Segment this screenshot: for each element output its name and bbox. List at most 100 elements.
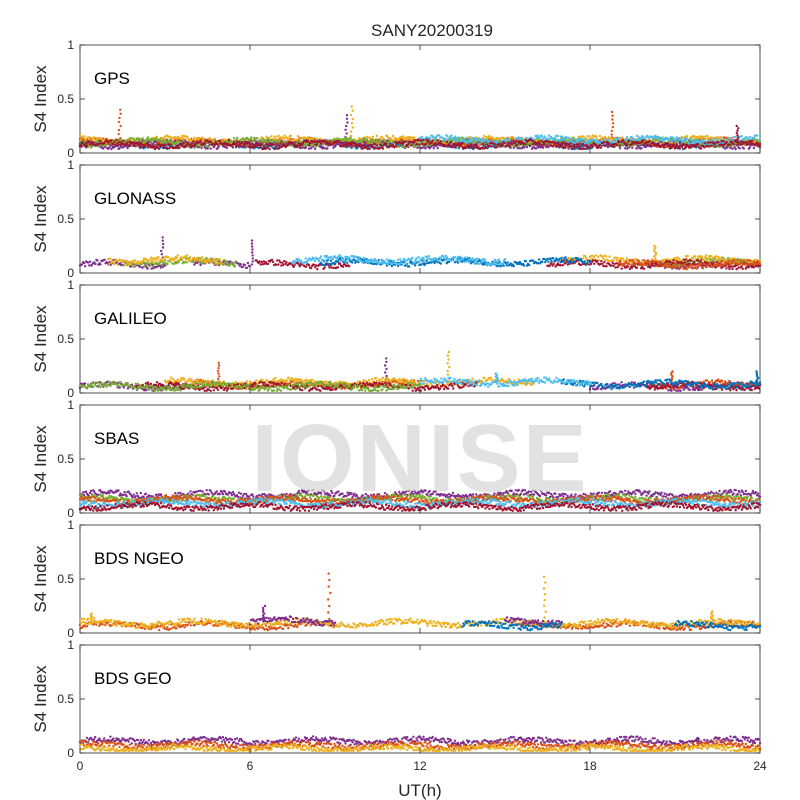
data-point bbox=[115, 138, 118, 142]
data-point bbox=[209, 147, 212, 150]
data-point bbox=[434, 139, 437, 142]
data-point bbox=[171, 262, 174, 265]
spike-point bbox=[735, 124, 738, 128]
spike-point bbox=[736, 134, 739, 137]
data-point bbox=[274, 145, 277, 148]
spike-point bbox=[736, 143, 739, 146]
data-point bbox=[431, 139, 434, 142]
data-point bbox=[748, 135, 752, 139]
spike-point bbox=[350, 122, 354, 125]
spike-point bbox=[344, 128, 347, 131]
data-point bbox=[388, 140, 392, 143]
data-point bbox=[631, 137, 635, 140]
data-point bbox=[260, 143, 263, 147]
data-point bbox=[538, 136, 541, 140]
data-point bbox=[757, 139, 761, 142]
data-point bbox=[273, 135, 276, 138]
data-point bbox=[222, 263, 225, 267]
data-point bbox=[98, 145, 101, 148]
data-point bbox=[622, 138, 625, 142]
spike-point bbox=[350, 105, 353, 108]
spike-point bbox=[160, 249, 163, 253]
data-point bbox=[233, 265, 236, 268]
data-point bbox=[554, 134, 558, 137]
data-point bbox=[661, 136, 664, 139]
data-point bbox=[591, 145, 594, 148]
data-point bbox=[314, 143, 318, 146]
data-point bbox=[755, 134, 759, 137]
data-point bbox=[141, 259, 145, 262]
data-point bbox=[299, 140, 303, 144]
data-point bbox=[185, 145, 188, 148]
data-point bbox=[714, 145, 717, 148]
data-point bbox=[315, 137, 319, 141]
data-point bbox=[79, 143, 83, 146]
data-point bbox=[208, 137, 211, 140]
data-point bbox=[218, 140, 222, 143]
data-point bbox=[93, 141, 96, 145]
data-point bbox=[752, 137, 756, 140]
data-point bbox=[533, 138, 536, 141]
data-point bbox=[511, 142, 514, 145]
data-point bbox=[681, 148, 685, 151]
data-point bbox=[187, 138, 190, 141]
data-point bbox=[341, 141, 344, 145]
spike-point bbox=[117, 132, 120, 136]
data-point bbox=[88, 136, 92, 139]
data-point bbox=[642, 136, 645, 139]
data-point bbox=[278, 146, 281, 150]
y-tick-label: 0.5 bbox=[57, 92, 74, 106]
data-point bbox=[232, 263, 235, 266]
data-point bbox=[631, 146, 634, 149]
data-point bbox=[446, 135, 449, 138]
data-point bbox=[727, 136, 730, 140]
data-point bbox=[84, 142, 88, 145]
data-point bbox=[266, 146, 269, 149]
spike-point bbox=[349, 130, 353, 133]
data-point bbox=[728, 143, 731, 147]
spike-point bbox=[610, 129, 613, 133]
data-point bbox=[672, 144, 676, 148]
data-point bbox=[307, 144, 311, 147]
data-point bbox=[636, 134, 639, 138]
data-point bbox=[734, 147, 737, 151]
data-point bbox=[508, 144, 511, 148]
data-point bbox=[579, 145, 582, 149]
data-point bbox=[523, 143, 527, 146]
data-point bbox=[146, 136, 150, 139]
data-point bbox=[371, 135, 375, 138]
data-point bbox=[558, 138, 562, 142]
spike-point bbox=[251, 251, 254, 254]
data-point bbox=[248, 265, 252, 268]
data-point bbox=[709, 141, 712, 144]
data-point bbox=[460, 141, 464, 145]
data-point bbox=[124, 263, 127, 266]
data-point bbox=[408, 138, 411, 141]
data-point bbox=[484, 139, 488, 142]
data-point bbox=[249, 143, 252, 146]
data-point bbox=[424, 147, 427, 150]
data-point bbox=[696, 139, 700, 142]
data-point bbox=[148, 261, 151, 264]
data-point bbox=[138, 145, 141, 148]
data-point bbox=[678, 147, 682, 150]
data-point bbox=[110, 139, 113, 142]
data-point bbox=[648, 139, 651, 143]
data-point bbox=[670, 146, 673, 149]
data-point bbox=[731, 147, 734, 150]
data-point bbox=[539, 139, 543, 142]
data-point bbox=[239, 145, 243, 148]
data-point bbox=[161, 263, 164, 267]
data-point bbox=[452, 142, 456, 145]
data-point bbox=[713, 138, 716, 141]
data-point bbox=[573, 148, 576, 151]
data-point bbox=[329, 140, 332, 143]
data-point bbox=[127, 144, 130, 147]
data-point bbox=[265, 143, 268, 146]
data-point bbox=[444, 137, 447, 140]
data-point bbox=[379, 139, 383, 142]
data-point bbox=[521, 137, 524, 141]
data-point bbox=[464, 137, 467, 140]
data-point bbox=[580, 147, 583, 151]
